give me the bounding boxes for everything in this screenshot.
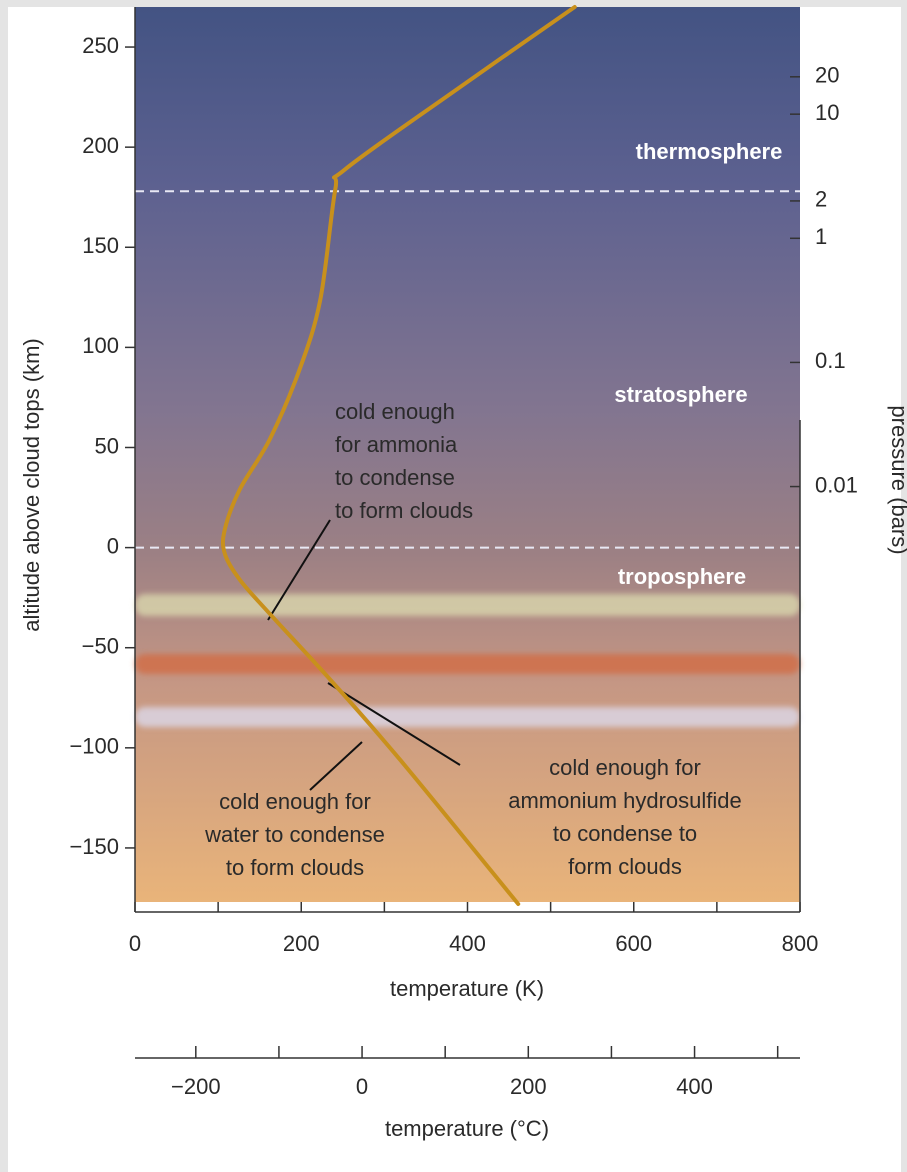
y-tick-label: −100 bbox=[69, 734, 119, 759]
x2-axis-title: temperature (°C) bbox=[385, 1116, 549, 1141]
annotation: water to condense bbox=[204, 822, 385, 847]
water-clouds bbox=[135, 707, 800, 727]
annotation: for ammonia bbox=[335, 432, 458, 457]
cloud-bands bbox=[135, 594, 800, 727]
x-axis-title: temperature (K) bbox=[390, 976, 544, 1001]
annotation: cold enough bbox=[335, 399, 455, 424]
x-tick-label: 200 bbox=[283, 931, 320, 956]
y-tick-label: 100 bbox=[82, 333, 119, 358]
y-tick-label: 250 bbox=[82, 33, 119, 58]
y2-tick-label: 0.01 bbox=[815, 472, 858, 497]
y2-tick-label: 20 bbox=[815, 63, 839, 88]
annotation: form clouds bbox=[568, 854, 682, 879]
annotation: to form clouds bbox=[226, 855, 364, 880]
annotation: to form clouds bbox=[335, 498, 473, 523]
x-tick-label: 400 bbox=[449, 931, 486, 956]
annotation: to condense to bbox=[553, 821, 697, 846]
y-tick-label: −150 bbox=[69, 834, 119, 859]
y-tick-label: 200 bbox=[82, 133, 119, 158]
annotation: cold enough for bbox=[219, 789, 371, 814]
layer-label: thermosphere bbox=[636, 139, 783, 164]
x-tick-label: 800 bbox=[782, 931, 819, 956]
x2-tick-label: 400 bbox=[676, 1074, 713, 1099]
annotation: ammonium hydrosulfide bbox=[508, 788, 742, 813]
annotation: cold enough for bbox=[549, 755, 701, 780]
x-tick-label: 600 bbox=[615, 931, 652, 956]
x-tick-label: 0 bbox=[129, 931, 141, 956]
annotation: to condense bbox=[335, 465, 455, 490]
y2-tick-label: 2 bbox=[815, 187, 827, 212]
y-tick-label: −50 bbox=[82, 634, 119, 659]
y2-tick-label: 10 bbox=[815, 100, 839, 125]
y-tick-label: 150 bbox=[82, 233, 119, 258]
y-axis-title: altitude above cloud tops (km) bbox=[19, 338, 44, 632]
chart: thermosphere stratosphere troposphere −150 −… bbox=[0, 0, 907, 1172]
x2-tick-label: −200 bbox=[171, 1074, 221, 1099]
y2-tick-label: 0.1 bbox=[815, 348, 846, 373]
y2-axis-title: pressure (bars) bbox=[887, 405, 907, 554]
layer-label: troposphere bbox=[618, 564, 746, 589]
y2-tick-label: 1 bbox=[815, 224, 827, 249]
layer-label: stratosphere bbox=[614, 382, 747, 407]
x2-tick-label: 200 bbox=[510, 1074, 547, 1099]
y-tick-label: 50 bbox=[95, 433, 119, 458]
y-tick-label: 0 bbox=[107, 533, 119, 558]
hydrosulfide-clouds bbox=[135, 654, 800, 674]
ammonia-clouds bbox=[135, 594, 800, 616]
x2-tick-label: 0 bbox=[356, 1074, 368, 1099]
